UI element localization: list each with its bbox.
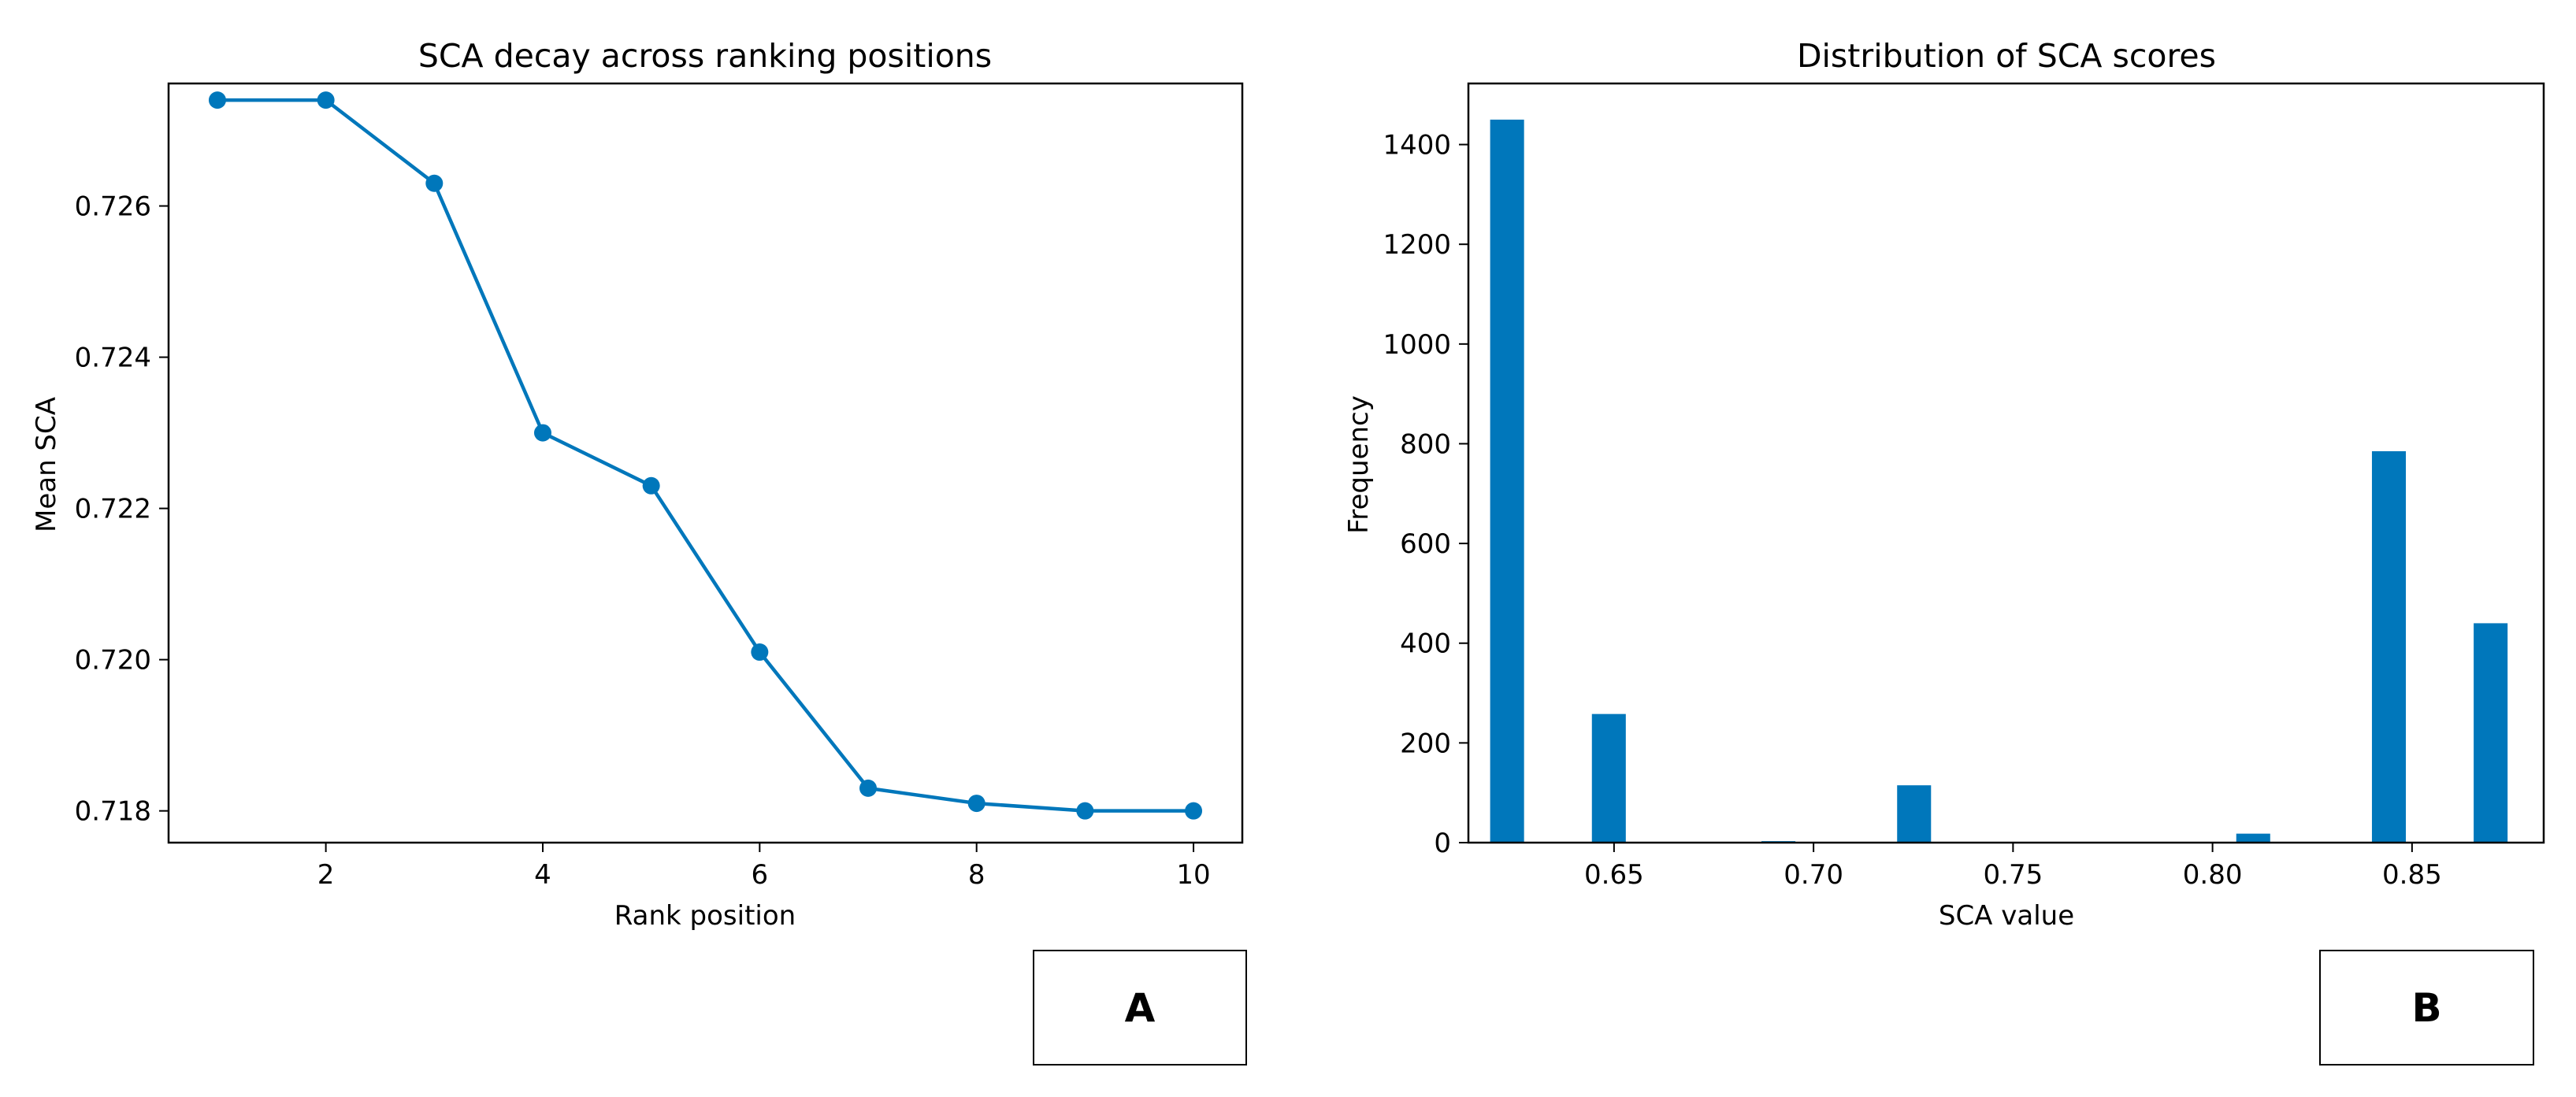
chart-b-title: Distribution of SCA scores <box>1797 37 2216 75</box>
y-tick-label: 0.726 <box>75 191 151 223</box>
x-tick-label: 0.65 <box>1584 859 1644 891</box>
data-point <box>1185 802 1203 820</box>
x-tick-label: 6 <box>752 859 769 891</box>
chart-b-marks <box>1490 119 2508 843</box>
x-tick-label: 4 <box>534 859 551 891</box>
data-point <box>425 174 444 192</box>
x-tick-label: 10 <box>1176 859 1210 891</box>
panel-label-b: B <box>2319 950 2534 1065</box>
y-tick-label: 1200 <box>1383 229 1451 261</box>
chart-a-marks <box>208 91 1203 820</box>
x-tick-label: 0.85 <box>2382 859 2442 891</box>
data-point <box>533 424 551 442</box>
chart-a-y-ticks: 0.718 0.720 0.722 0.724 0.726 <box>75 191 169 828</box>
x-tick-label: 0.80 <box>2183 859 2243 891</box>
data-point <box>967 795 985 813</box>
chart-b-xlabel: SCA value <box>1939 900 2074 932</box>
y-tick-label: 1000 <box>1383 329 1451 361</box>
histogram-bar <box>1897 785 1932 843</box>
histogram-bar <box>1591 713 1626 843</box>
x-tick-label: 2 <box>317 859 335 891</box>
chart-b: Distribution of SCA scores SCA value Fre… <box>1343 37 2545 932</box>
chart-a-title: SCA decay across ranking positions <box>418 37 992 75</box>
y-tick-label: 800 <box>1400 428 1451 460</box>
x-tick-label: 0.70 <box>1784 859 1843 891</box>
series-line <box>217 98 1194 813</box>
chart-a-ylabel: Mean SCA <box>31 397 62 532</box>
chart-a: SCA decay across ranking positions Rank … <box>31 37 1244 932</box>
y-tick-label: 0.724 <box>75 343 151 374</box>
y-tick-label: 0.718 <box>75 796 151 828</box>
chart-b-y-ticks: 0 200 400 600 800 1000 1200 1400 <box>1383 130 1468 859</box>
chart-a-frame <box>167 82 1244 844</box>
histogram-bar <box>2371 450 2407 843</box>
x-tick-label: 0.75 <box>1984 859 2043 891</box>
histogram-bar <box>2474 623 2508 843</box>
data-point <box>751 643 769 662</box>
histogram-bar <box>1490 119 1524 843</box>
y-tick-label: 400 <box>1400 628 1451 660</box>
histogram-bar <box>2236 833 2270 843</box>
chart-a-x-ticks: 2 4 6 8 10 <box>317 843 1211 891</box>
chart-b-x-ticks: 0.65 0.70 0.75 0.80 0.85 <box>1584 843 2442 891</box>
data-point <box>1076 802 1094 820</box>
data-point <box>208 91 226 109</box>
data-point <box>317 91 335 109</box>
y-tick-label: 0.722 <box>75 494 151 525</box>
y-tick-label: 0.720 <box>75 645 151 676</box>
y-tick-label: 1400 <box>1383 130 1451 161</box>
y-tick-label: 600 <box>1400 528 1451 560</box>
chart-a-xlabel: Rank position <box>614 900 796 932</box>
x-tick-label: 8 <box>968 859 985 891</box>
panel-label-a: A <box>1033 950 1247 1065</box>
chart-b-ylabel: Frequency <box>1343 395 1375 534</box>
chart-b-frame <box>1467 82 2545 844</box>
y-tick-label: 200 <box>1400 728 1451 759</box>
y-tick-label: 0 <box>1434 828 1451 859</box>
data-point <box>642 476 660 495</box>
data-point <box>859 779 878 797</box>
